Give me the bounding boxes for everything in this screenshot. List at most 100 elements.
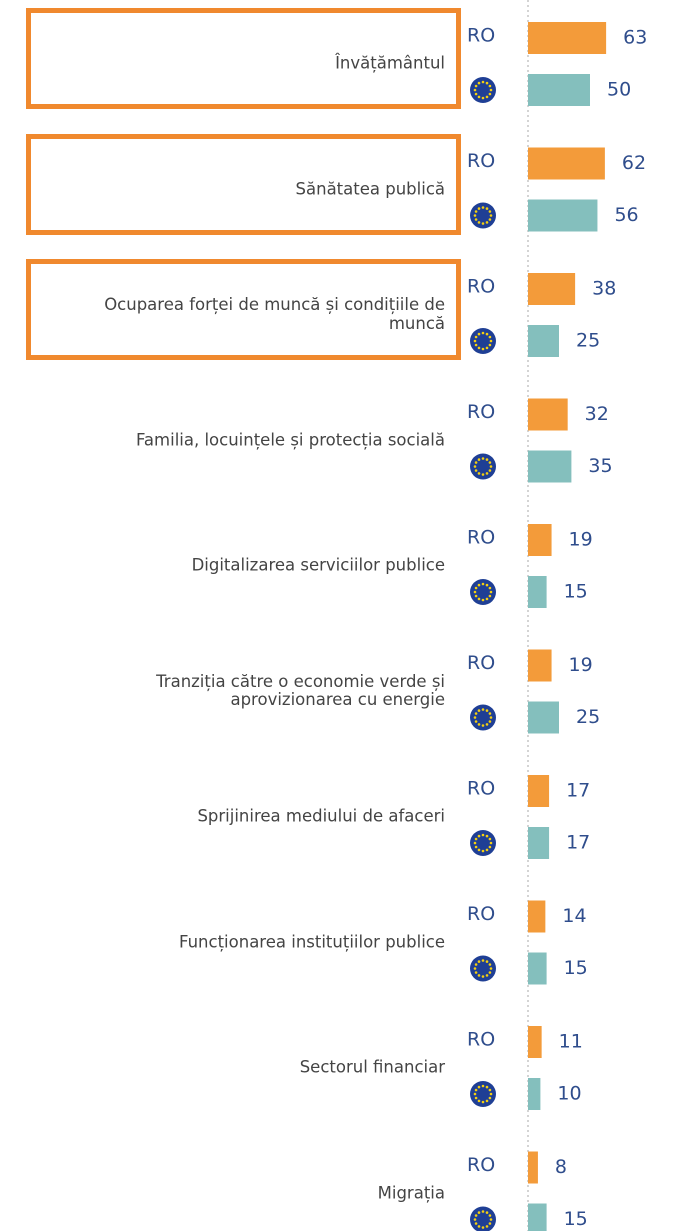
- flag-star: [477, 458, 481, 461]
- flag-star: [481, 833, 485, 837]
- flag-star: [489, 465, 493, 468]
- flag-star: [473, 465, 477, 468]
- flag-star: [473, 716, 477, 719]
- flag-star: [473, 967, 477, 970]
- bar: [528, 450, 572, 483]
- category-label: Învățământul: [335, 53, 445, 73]
- flag-star: [477, 332, 481, 336]
- flag-star: [473, 1218, 477, 1221]
- value-label: 14: [562, 905, 586, 927]
- flag-star: [473, 214, 477, 217]
- bar: [528, 1026, 542, 1058]
- category-label: Funcționarea instituțiilor publice: [179, 932, 445, 952]
- bar: [528, 398, 568, 431]
- value-label: 56: [614, 204, 638, 226]
- bar: [528, 524, 552, 556]
- category-label: Tranziția către o economie verde și apro…: [156, 671, 445, 710]
- series-label: RO: [467, 401, 495, 423]
- flag-star: [485, 1099, 489, 1103]
- flag-star: [474, 343, 478, 347]
- flag-star: [481, 975, 485, 978]
- series-label: RO: [467, 25, 495, 47]
- flag-star: [477, 95, 481, 99]
- flag-star: [481, 347, 485, 351]
- flag-star: [489, 1218, 493, 1221]
- flag-star: [477, 1099, 481, 1103]
- value-label: 32: [585, 403, 609, 425]
- eu-flag: [470, 77, 496, 103]
- flag-star: [488, 1222, 492, 1225]
- flag-star: [473, 88, 477, 92]
- eu-flag: [470, 202, 496, 229]
- value-label: 38: [592, 278, 616, 300]
- flag-star: [473, 590, 477, 594]
- category-label: Sectorul financiar: [299, 1057, 445, 1077]
- flag-disc: [470, 579, 496, 605]
- flag-star: [488, 594, 492, 598]
- flag-star: [477, 723, 481, 726]
- flag-star: [477, 1225, 481, 1228]
- value-label: 8: [555, 1156, 567, 1178]
- bar: [528, 649, 552, 682]
- category-label: Familia, locuințele și protecția socială: [135, 430, 445, 450]
- eu-flag: [470, 1081, 496, 1107]
- flag-star: [473, 339, 477, 343]
- flag-star: [474, 971, 478, 974]
- flag-star: [477, 207, 481, 210]
- flag-star: [474, 594, 478, 598]
- flag-star: [481, 80, 485, 84]
- flag-star: [489, 88, 493, 92]
- flag-star: [488, 837, 492, 841]
- flag-star: [488, 971, 492, 974]
- flag-star: [474, 92, 478, 96]
- flag-star: [474, 1088, 478, 1092]
- flag-star: [485, 207, 489, 210]
- bar: [528, 701, 559, 734]
- category-label: Migrația: [377, 1183, 445, 1203]
- flag-star: [485, 709, 489, 712]
- flag-star: [488, 845, 492, 849]
- flag-star: [477, 974, 481, 977]
- flag-star: [481, 959, 485, 962]
- flag-star: [474, 1096, 478, 1100]
- value-label: 15: [564, 957, 588, 979]
- series-label: RO: [467, 652, 495, 674]
- bar: [528, 199, 598, 232]
- flag-star: [481, 331, 485, 335]
- bar: [528, 775, 550, 807]
- flag-star: [481, 582, 485, 586]
- flag-star: [477, 346, 481, 350]
- eu-flag: [470, 955, 496, 982]
- bar: [528, 22, 607, 54]
- value-label: 11: [559, 1031, 583, 1053]
- value-label: 25: [576, 706, 600, 728]
- bar: [528, 952, 547, 985]
- flag-disc: [470, 1206, 496, 1231]
- flag-star: [474, 335, 478, 339]
- flag-star: [481, 598, 485, 602]
- series-label: RO: [467, 276, 495, 298]
- bar: [528, 900, 546, 933]
- flag-star: [485, 723, 489, 726]
- flag-star: [485, 834, 489, 838]
- flag-star: [485, 848, 489, 852]
- flag-star: [477, 81, 481, 85]
- flag-star: [474, 84, 478, 88]
- flag-star: [481, 708, 485, 711]
- value-label: 10: [557, 1083, 581, 1105]
- bar: [528, 576, 547, 608]
- flag-star: [488, 1088, 492, 1092]
- flag-disc: [470, 704, 496, 731]
- flag-star: [488, 210, 492, 213]
- flag-star: [488, 469, 492, 472]
- flag-star: [488, 586, 492, 590]
- value-label: 17: [566, 780, 590, 802]
- flag-star: [477, 221, 481, 224]
- flag-star: [488, 461, 492, 464]
- flag-star: [474, 720, 478, 723]
- flag-star: [488, 335, 492, 339]
- highlight-box: [26, 259, 461, 360]
- flag-star: [485, 472, 489, 475]
